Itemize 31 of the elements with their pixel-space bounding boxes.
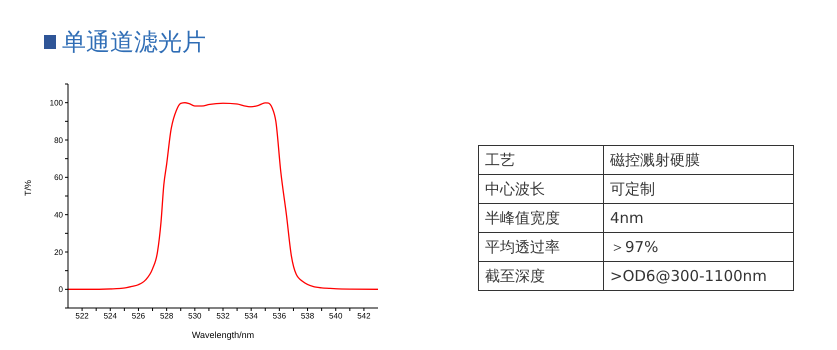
y-tick-label: 60 [54,173,64,182]
x-axis-title: Wavelength/nm [192,330,254,340]
x-tick-label: 530 [188,312,202,321]
x-tick-label: 526 [132,312,146,321]
x-tick-label: 536 [272,312,287,321]
text: 4nm [604,204,794,232]
text: >OD6@300-1100nm [604,262,794,290]
text: 可定制 [604,174,794,204]
x-tick-label: 532 [216,312,230,321]
y-tick-label: 20 [54,248,64,257]
x-tick-label: 524 [104,312,118,321]
x-tick-label: 522 [75,312,90,321]
text: 工艺 [478,146,604,174]
y-tick-label: 40 [54,210,64,220]
y-tick-label: 0 [58,285,64,294]
x-tick-label: 534 [244,312,258,321]
x-tick-label: 528 [160,312,174,321]
x-tick-label: 538 [300,312,315,321]
text: 半峰值宽度 [478,204,604,232]
text: ＞97% [604,232,794,262]
y-tick-label: 100 [50,98,64,108]
x-tick-label: 542 [357,312,372,321]
text: 平均透过率 [478,232,604,262]
y-axis-title: T/% [23,180,34,196]
line-series [68,102,378,290]
text: 中心波长 [478,174,604,204]
x-tick-label: 540 [329,312,343,321]
text: 截至深度 [478,262,604,290]
text: 磁控溅射硬膜 [604,146,794,174]
chart-title: 单通道滤光片 [62,27,206,58]
y-tick-label: 80 [54,136,64,145]
